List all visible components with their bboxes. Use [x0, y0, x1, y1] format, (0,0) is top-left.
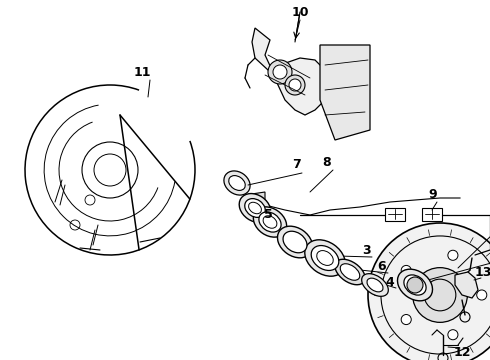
Text: 11: 11 — [133, 66, 151, 78]
Ellipse shape — [283, 231, 307, 253]
Text: 8: 8 — [323, 156, 331, 168]
Text: 4: 4 — [386, 276, 394, 289]
Circle shape — [448, 250, 458, 260]
Text: 13: 13 — [474, 266, 490, 279]
Ellipse shape — [305, 240, 345, 276]
Ellipse shape — [311, 246, 339, 270]
Ellipse shape — [253, 207, 287, 237]
Circle shape — [268, 60, 292, 84]
Text: 3: 3 — [362, 243, 370, 256]
Circle shape — [413, 267, 467, 322]
Polygon shape — [320, 45, 370, 140]
Circle shape — [401, 315, 411, 325]
Text: 6: 6 — [378, 261, 386, 274]
Ellipse shape — [229, 176, 245, 190]
Ellipse shape — [224, 171, 250, 195]
FancyBboxPatch shape — [422, 208, 442, 221]
Text: 10: 10 — [291, 5, 309, 18]
Circle shape — [477, 290, 487, 300]
Ellipse shape — [245, 199, 265, 217]
FancyBboxPatch shape — [385, 208, 405, 221]
Ellipse shape — [277, 226, 313, 258]
Circle shape — [407, 277, 423, 293]
Polygon shape — [252, 28, 330, 115]
Text: 7: 7 — [292, 158, 300, 171]
Ellipse shape — [362, 274, 389, 296]
Circle shape — [368, 223, 490, 360]
Circle shape — [448, 330, 458, 340]
Circle shape — [401, 265, 411, 275]
Ellipse shape — [259, 212, 281, 232]
Circle shape — [273, 65, 287, 79]
Ellipse shape — [404, 275, 426, 295]
Ellipse shape — [367, 278, 383, 292]
Ellipse shape — [335, 259, 365, 285]
Ellipse shape — [239, 194, 271, 222]
Polygon shape — [455, 272, 478, 298]
Ellipse shape — [397, 269, 433, 301]
Circle shape — [289, 79, 301, 91]
Text: 9: 9 — [429, 189, 437, 202]
Text: 5: 5 — [264, 208, 272, 221]
Text: 12: 12 — [453, 346, 471, 359]
Ellipse shape — [340, 264, 360, 280]
Polygon shape — [245, 192, 265, 215]
Circle shape — [285, 75, 305, 95]
